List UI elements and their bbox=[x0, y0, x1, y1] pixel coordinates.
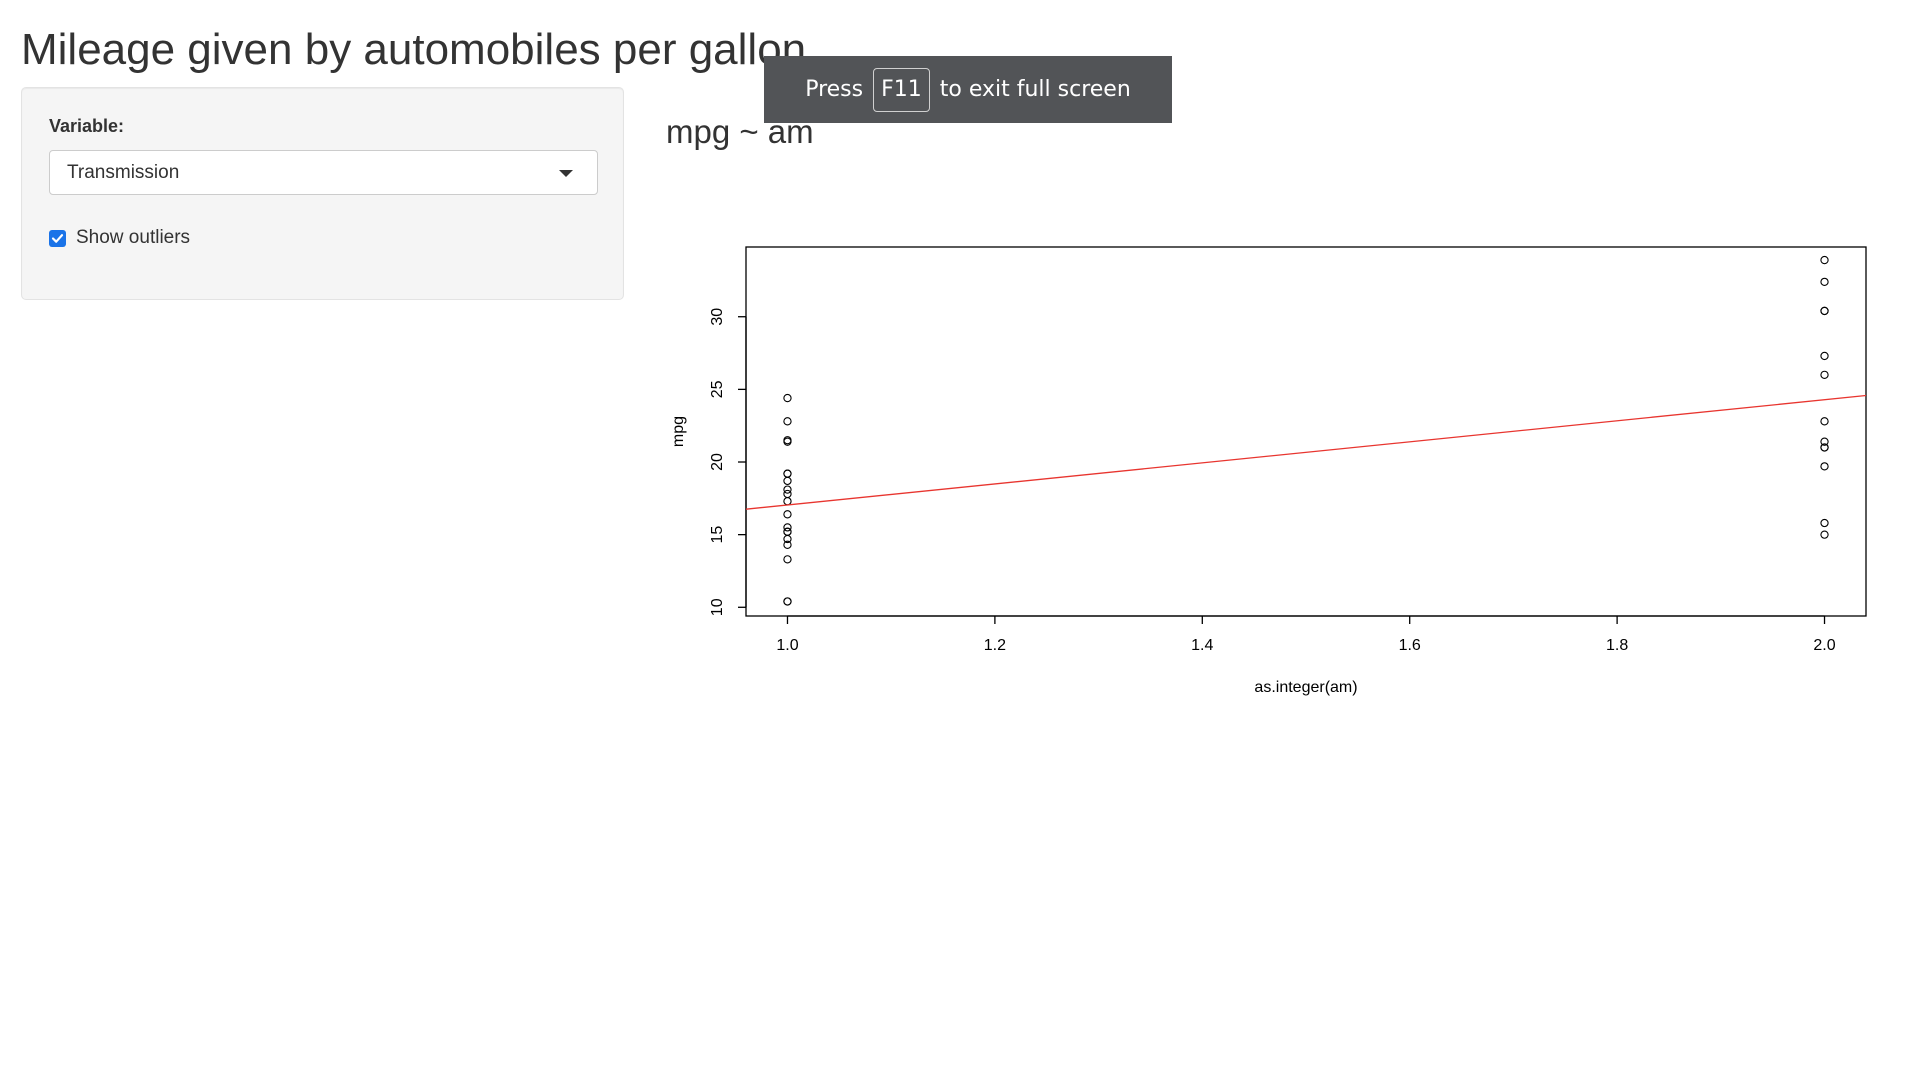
regression-line bbox=[745, 394, 1867, 510]
variable-label: Variable: bbox=[49, 116, 125, 136]
data-point bbox=[783, 485, 792, 494]
sidebar-panel: Variable: Transmission Show outliers bbox=[21, 87, 624, 300]
y-tick-label: 20 bbox=[709, 453, 726, 471]
data-point bbox=[783, 527, 792, 536]
data-point bbox=[783, 489, 792, 499]
plot-frame bbox=[745, 246, 1867, 617]
data-point bbox=[783, 417, 792, 426]
data-point bbox=[783, 540, 792, 549]
data-point bbox=[1820, 437, 1829, 446]
data-point bbox=[783, 555, 792, 564]
y-tick-label: 15 bbox=[709, 526, 726, 544]
caret-down-icon bbox=[559, 170, 573, 177]
toast-message: to exit full screen bbox=[939, 77, 1131, 102]
y-axis-label: mpg bbox=[670, 416, 687, 447]
data-points bbox=[783, 255, 1829, 606]
data-point bbox=[1820, 530, 1829, 539]
data-point bbox=[1820, 443, 1829, 452]
toast-key-f11: F11 bbox=[873, 67, 930, 112]
y-tick-label: 30 bbox=[709, 308, 726, 326]
fullscreen-toast: Press F11 to exit full screen bbox=[764, 56, 1172, 123]
data-point bbox=[783, 523, 792, 532]
data-point bbox=[1820, 351, 1829, 361]
show-outliers-row[interactable]: Show outliers bbox=[49, 226, 190, 250]
x-axis-label: as.integer(am) bbox=[1254, 679, 1357, 696]
x-tick-label: 1.0 bbox=[776, 637, 798, 654]
variable-select-value: Transmission bbox=[67, 162, 180, 183]
data-point bbox=[783, 393, 792, 403]
data-point bbox=[1820, 417, 1829, 426]
x-tick-label: 1.6 bbox=[1399, 637, 1421, 654]
x-tick-label: 1.2 bbox=[984, 637, 1006, 654]
data-point bbox=[1820, 518, 1829, 528]
y-tick-label: 10 bbox=[709, 598, 726, 616]
data-point bbox=[783, 476, 792, 486]
show-outliers-checkbox[interactable] bbox=[49, 229, 66, 247]
toast-press-text: Press bbox=[805, 77, 864, 102]
x-tick-label: 1.8 bbox=[1606, 637, 1628, 654]
x-axis: 1.0 1.2 1.4 1.6 1.8 2.0 bbox=[776, 615, 1836, 654]
y-axis: 10 15 20 25 30 bbox=[709, 308, 747, 616]
data-point bbox=[783, 469, 792, 478]
page-title: Mileage given by automobiles per gallon bbox=[21, 25, 807, 74]
data-point bbox=[783, 436, 792, 445]
variable-select[interactable]: Transmission bbox=[49, 150, 598, 195]
data-point bbox=[783, 597, 792, 606]
data-point bbox=[1820, 370, 1829, 379]
data-point bbox=[783, 497, 792, 506]
data-point bbox=[783, 510, 792, 519]
data-point bbox=[1820, 255, 1829, 265]
y-tick-label: 25 bbox=[709, 380, 726, 398]
x-tick-label: 2.0 bbox=[1813, 637, 1835, 654]
data-point bbox=[1820, 462, 1829, 471]
data-point bbox=[1820, 277, 1829, 287]
show-outliers-label: Show outliers bbox=[76, 227, 191, 248]
data-point bbox=[1820, 306, 1829, 316]
check-icon bbox=[51, 233, 64, 243]
x-tick-label: 1.4 bbox=[1191, 637, 1213, 654]
